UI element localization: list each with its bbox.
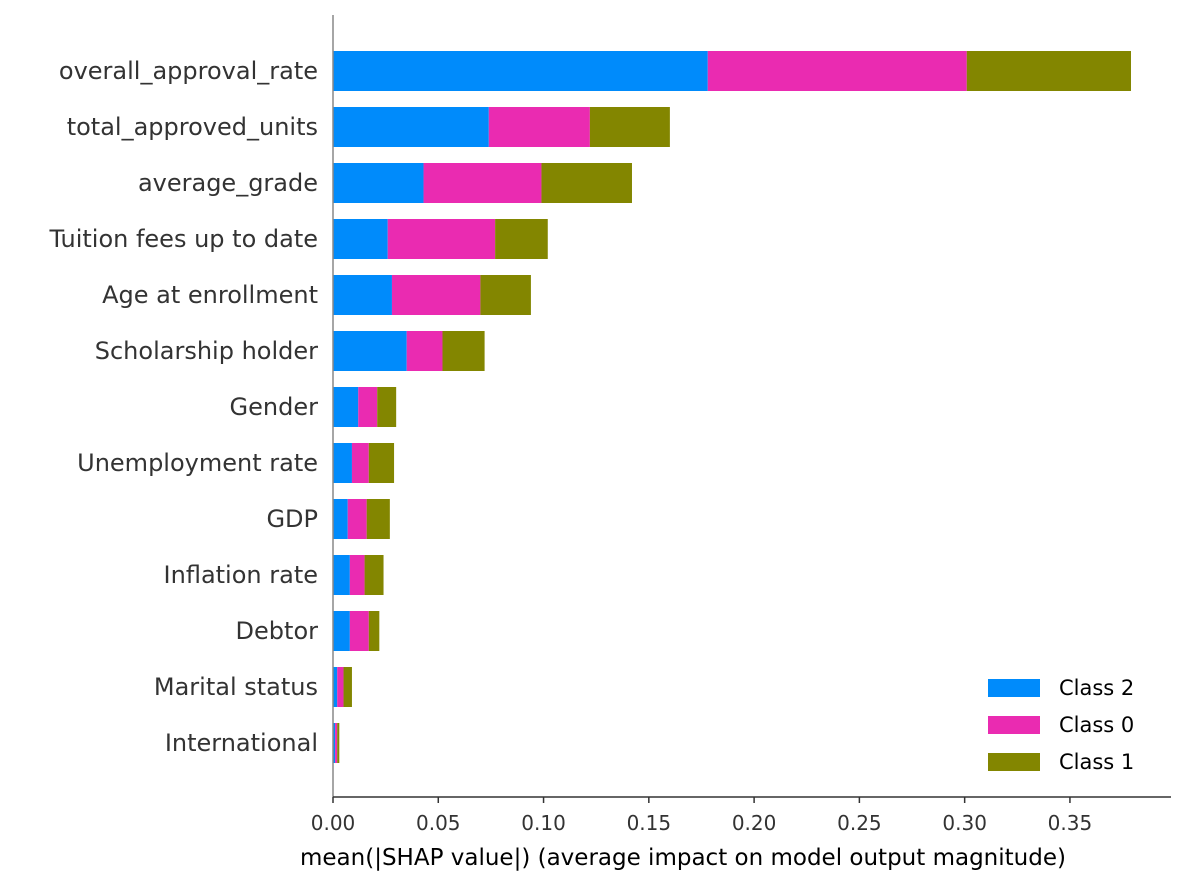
bar-debtor-class-2 [333, 611, 350, 651]
bar-overall-approval-rate-class-1 [966, 51, 1131, 91]
bar-overall-approval-rate-class-0 [707, 51, 967, 91]
x-tick-label: 0.25 [837, 811, 882, 835]
bar-gdp-class-2 [333, 499, 348, 539]
bar-unemployment-rate-class-2 [333, 443, 352, 483]
feature-label-scholarship-holder: Scholarship holder [95, 337, 318, 365]
bar-unemployment-rate-class-1 [368, 443, 395, 483]
legend-label-class-0: Class 0 [1059, 713, 1134, 737]
bar-age-at-enrollment-class-2 [333, 275, 392, 315]
bar-total-approved-units-class-0 [488, 107, 590, 147]
bar-international-class-0 [335, 723, 338, 763]
bar-tuition-fees-up-to-date-class-0 [387, 219, 496, 259]
bars-layer [333, 51, 1131, 763]
bar-average-grade-class-0 [423, 163, 542, 203]
bar-marital-status-class-2 [333, 667, 338, 707]
feature-label-gdp: GDP [266, 505, 318, 533]
bar-debtor-class-0 [349, 611, 369, 651]
legend-label-class-2: Class 2 [1059, 676, 1134, 700]
bar-gender-class-2 [333, 387, 359, 427]
feature-label-gender: Gender [230, 393, 319, 421]
feature-label-inflation-rate: Inflation rate [164, 561, 318, 589]
bar-debtor-class-1 [368, 611, 380, 651]
feature-label-international: International [165, 729, 318, 757]
bar-gender-class-0 [358, 387, 378, 427]
feature-label-age-at-enrollment: Age at enrollment [102, 281, 318, 309]
legend-swatch-class-2 [988, 679, 1040, 697]
bar-total-approved-units-class-2 [333, 107, 489, 147]
x-tick-label: 0.20 [732, 811, 777, 835]
feature-label-total-approved-units: total_approved_units [67, 113, 318, 141]
bar-scholarship-holder-class-0 [406, 331, 443, 371]
bar-inflation-rate-class-1 [364, 555, 384, 595]
x-axis-ticks: 0.00 0.05 0.10 0.15 0.20 0.25 0.30 0.35 [311, 797, 1092, 835]
legend: Class 2 Class 0 Class 1 [988, 676, 1134, 774]
x-tick-label: 0.00 [311, 811, 356, 835]
bar-gdp-class-0 [347, 499, 367, 539]
feature-label-unemployment-rate: Unemployment rate [77, 449, 318, 477]
bar-unemployment-rate-class-0 [351, 443, 369, 483]
bar-gender-class-1 [377, 387, 397, 427]
legend-swatch-class-1 [988, 753, 1040, 771]
bar-gdp-class-1 [366, 499, 390, 539]
x-tick-label: 0.30 [942, 811, 987, 835]
x-tick-label: 0.35 [1048, 811, 1093, 835]
bar-average-grade-class-2 [333, 163, 424, 203]
bar-overall-approval-rate-class-2 [333, 51, 708, 91]
feature-label-overall-approval-rate: overall_approval_rate [59, 57, 318, 85]
feature-labels: overall_approval_rate total_approved_unit… [48, 57, 318, 757]
x-axis-title: mean(|SHAP value|) (average impact on mo… [300, 845, 1066, 871]
bar-marital-status-class-1 [343, 667, 352, 707]
feature-label-debtor: Debtor [236, 617, 319, 645]
feature-label-average-grade: average_grade [138, 169, 318, 197]
bar-international-class-1 [337, 723, 340, 763]
feature-label-tuition-fees-up-to-date: Tuition fees up to date [48, 225, 318, 253]
bar-inflation-rate-class-2 [333, 555, 350, 595]
bar-age-at-enrollment-class-0 [391, 275, 481, 315]
bar-scholarship-holder-class-1 [442, 331, 485, 371]
bar-marital-status-class-0 [337, 667, 344, 707]
bar-age-at-enrollment-class-1 [480, 275, 531, 315]
bar-average-grade-class-1 [541, 163, 632, 203]
legend-label-class-1: Class 1 [1059, 750, 1134, 774]
bar-inflation-rate-class-0 [349, 555, 365, 595]
feature-label-marital-status: Marital status [154, 673, 318, 701]
x-tick-label: 0.15 [627, 811, 672, 835]
x-tick-label: 0.05 [416, 811, 461, 835]
legend-swatch-class-0 [988, 716, 1040, 734]
bar-total-approved-units-class-1 [589, 107, 670, 147]
bar-tuition-fees-up-to-date-class-2 [333, 219, 388, 259]
bar-tuition-fees-up-to-date-class-1 [495, 219, 548, 259]
bar-scholarship-holder-class-2 [333, 331, 407, 371]
x-tick-label: 0.10 [521, 811, 566, 835]
bar-international-class-2 [333, 723, 336, 763]
